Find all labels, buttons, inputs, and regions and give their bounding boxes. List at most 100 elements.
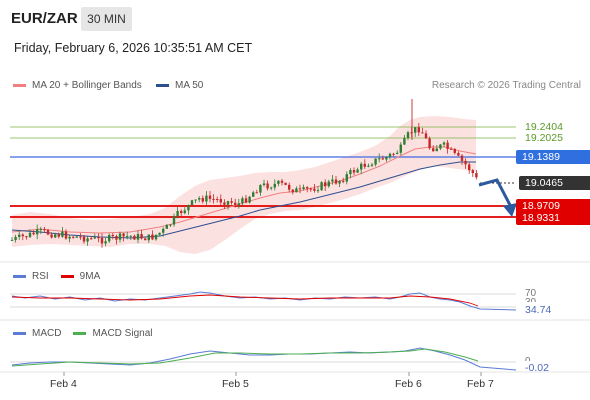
candle-body xyxy=(352,170,356,173)
candle-body xyxy=(385,156,388,160)
candle-body xyxy=(201,198,204,202)
rsi-value: 34.74 xyxy=(525,304,552,316)
candle-body xyxy=(345,174,348,182)
rsi-level-70: 70 xyxy=(525,288,537,299)
candle-body xyxy=(216,199,219,201)
macd-swatch xyxy=(13,332,26,335)
rsi-level-30: 30 xyxy=(525,297,536,302)
candle-body xyxy=(212,198,215,200)
candle-body xyxy=(374,158,377,165)
legend-ma20-label: MA 20 + Bollinger Bands xyxy=(32,80,142,91)
bollinger-band xyxy=(12,116,476,254)
candle-body xyxy=(464,160,467,165)
candle-body xyxy=(86,238,89,242)
candle-body xyxy=(306,187,309,189)
ma50-line xyxy=(11,161,476,239)
candle-body xyxy=(302,187,305,190)
candle-body xyxy=(32,232,35,235)
rsi-ma-legend-label: 9MA xyxy=(79,271,101,282)
candle-body xyxy=(248,196,251,203)
candle-body xyxy=(468,164,471,171)
candle-body xyxy=(388,153,392,157)
candle-body xyxy=(453,148,456,153)
candle-body xyxy=(396,152,399,154)
candle-body xyxy=(270,187,273,189)
candle-body xyxy=(97,237,100,239)
candle-body xyxy=(36,229,39,235)
forecast-arrowhead xyxy=(503,203,517,217)
candle-body xyxy=(309,188,312,190)
candle-body xyxy=(424,133,428,139)
candle-body xyxy=(230,201,233,203)
candle-body xyxy=(446,142,449,149)
candle-body xyxy=(226,201,230,205)
resistance-label-2: 19.2025 xyxy=(525,132,563,144)
candle-body xyxy=(21,234,24,237)
x-axis-label: Feb 7 xyxy=(467,378,494,390)
candle-body xyxy=(316,190,320,192)
candle-body xyxy=(122,233,125,237)
candle-body xyxy=(194,199,197,201)
rsi-swatch xyxy=(13,275,26,278)
candle-body xyxy=(18,234,21,237)
candle-body xyxy=(43,229,46,231)
candle-body xyxy=(291,189,294,193)
legend-ma20: MA 20 + Bollinger Bands xyxy=(13,80,142,91)
candle-body xyxy=(334,179,338,184)
candle-body xyxy=(439,144,442,149)
candle-body xyxy=(475,173,478,178)
macd-legend: MACD MACD Signal xyxy=(13,328,152,339)
candle-body xyxy=(140,234,143,239)
candle-body xyxy=(183,210,186,214)
candle-body xyxy=(244,198,248,203)
candle-body xyxy=(108,234,111,242)
interval-button[interactable]: 30 MIN xyxy=(81,7,132,31)
candle-body xyxy=(370,164,374,166)
candle-body xyxy=(72,236,75,238)
candle-body xyxy=(111,234,114,237)
legend-ma50: MA 50 xyxy=(156,80,203,91)
candle-body xyxy=(288,184,291,190)
candle-body xyxy=(208,195,212,199)
candle-body xyxy=(190,200,194,205)
candlesticks xyxy=(10,99,478,248)
candle-body xyxy=(64,231,68,239)
candle-body xyxy=(172,216,176,225)
candle-body xyxy=(205,195,208,202)
candle-body xyxy=(460,155,464,161)
candle-body xyxy=(252,192,255,197)
candle-body xyxy=(75,236,78,238)
candle-body xyxy=(327,181,330,187)
candle-body xyxy=(349,170,352,175)
candle-body xyxy=(180,210,183,214)
macd-signal-swatch xyxy=(73,332,87,335)
last-price-tag: 19.0465 xyxy=(519,176,590,190)
candle-body xyxy=(342,180,345,182)
timestamp: Friday, February 6, 2026 10:35:51 AM CET xyxy=(14,41,253,55)
candle-body xyxy=(158,232,161,235)
candle-body xyxy=(10,239,14,241)
candle-body xyxy=(54,234,57,238)
candle-body xyxy=(39,229,42,231)
candle-body xyxy=(360,163,363,170)
candle-body xyxy=(144,238,147,241)
candle-body xyxy=(313,188,316,191)
candle-body xyxy=(295,188,298,193)
candle-body xyxy=(399,144,402,153)
candle-body xyxy=(450,148,453,150)
candle-body xyxy=(241,198,244,204)
candle-body xyxy=(435,148,438,152)
symbol-title: EUR/ZAR xyxy=(11,10,78,27)
candle-body xyxy=(162,228,165,233)
candle-body xyxy=(93,237,96,239)
x-axis-label: Feb 6 xyxy=(395,378,422,390)
candle-body xyxy=(367,165,370,167)
candle-body xyxy=(151,234,154,240)
candle-body xyxy=(68,236,71,239)
resistance-label-1: 19.2404 xyxy=(525,121,563,133)
support-price-tag-1: 18.9709 xyxy=(516,199,590,213)
candle-body xyxy=(129,235,132,237)
macd-signal-legend-label: MACD Signal xyxy=(92,328,153,339)
candle-body xyxy=(25,236,28,238)
